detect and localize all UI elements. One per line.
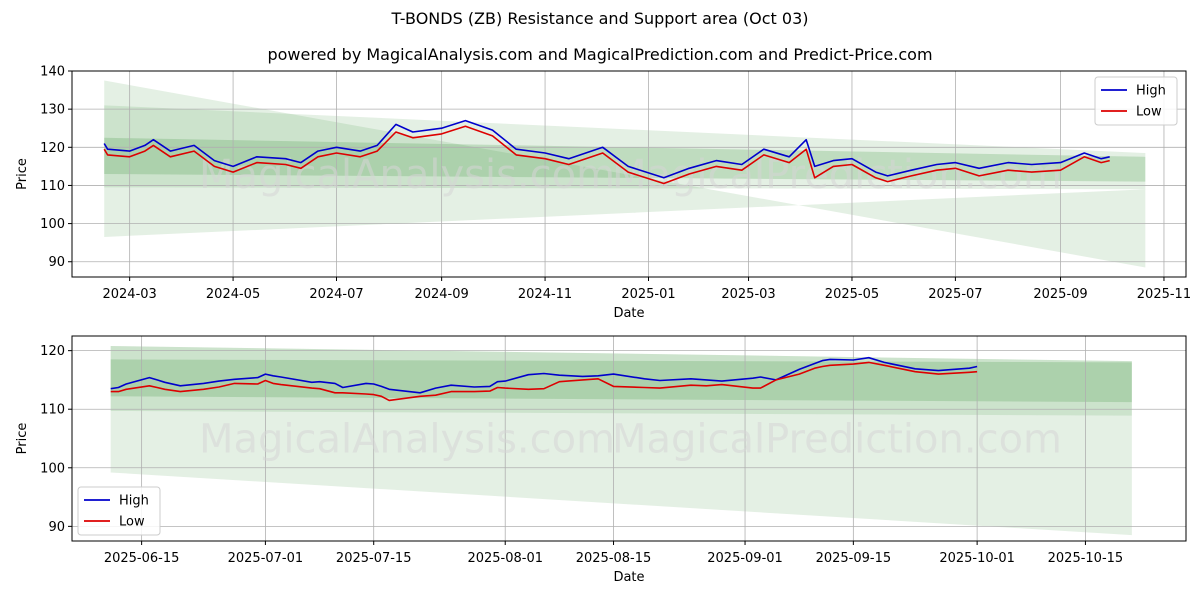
watermark-right: MagicalPrediction.com xyxy=(612,417,1062,463)
x-tick-label: 2024-09 xyxy=(414,287,468,302)
plot-frame xyxy=(71,70,1187,278)
x-tick-label: 2025-08-01 xyxy=(467,551,543,566)
y-tick-label: 110 xyxy=(40,403,65,418)
series-line-low xyxy=(110,361,978,402)
x-axis-label: Date xyxy=(613,570,644,585)
x-tick-label: 2024-03 xyxy=(102,287,156,302)
y-tick-label: 110 xyxy=(40,179,65,194)
y-tick-label: 100 xyxy=(40,217,65,232)
x-tick-label: 2024-05 xyxy=(206,287,260,302)
legend-label-high: High xyxy=(1136,84,1166,99)
chart-title: T-BONDS (ZB) Resistance and Support area… xyxy=(391,9,809,28)
watermark-left: MagicalAnalysis.com xyxy=(199,417,615,463)
x-tick-label: 2025-06-15 xyxy=(104,551,180,566)
y-tick-label: 120 xyxy=(40,141,65,156)
series-line-high xyxy=(103,119,1110,179)
chart-subtitle: powered by MagicalAnalysis.com and Magic… xyxy=(267,45,933,64)
watermark-left: MagicalAnalysis.com xyxy=(199,152,615,198)
chart-panel-2: 90 100 110 120 2025-06-15 2025-07-01 2025-07-1… xyxy=(15,335,1187,585)
legend-box xyxy=(1094,76,1178,126)
support-resistance-band xyxy=(104,137,1146,182)
x-axis-label: Date xyxy=(613,306,644,321)
x-tick-label: 2025-07-15 xyxy=(336,551,412,566)
x-tick-label: 2025-07 xyxy=(928,287,982,302)
x-tick-label: 2025-01 xyxy=(621,287,675,302)
y-tick-label: 140 xyxy=(40,65,65,80)
support-resistance-band xyxy=(110,359,1132,403)
series-line-high xyxy=(110,356,978,394)
x-tick-label: 2025-09 xyxy=(1033,287,1087,302)
x-tick-label: 2025-10-15 xyxy=(1048,551,1124,566)
y-tick-label: 130 xyxy=(40,103,65,118)
y-tick-label: 120 xyxy=(40,344,65,359)
watermark-right: MagicalPrediction.com xyxy=(612,152,1062,198)
legend: High Low xyxy=(1094,76,1178,126)
plot-frame xyxy=(71,335,1187,542)
series-line-low xyxy=(103,125,1110,185)
support-resistance-band xyxy=(104,80,1146,268)
legend-label-low: Low xyxy=(119,515,145,530)
y-axis-label: Price xyxy=(15,158,30,190)
y-tick-label: 90 xyxy=(48,520,65,535)
x-tick-label: 2025-09-15 xyxy=(816,551,892,566)
x-tick-label: 2025-08-15 xyxy=(576,551,652,566)
x-tick-label: 2025-07-01 xyxy=(228,551,304,566)
legend-label-high: High xyxy=(119,494,149,509)
x-tick-label: 2025-09-01 xyxy=(707,551,783,566)
y-axis-label: Price xyxy=(15,423,30,455)
x-tick-label: 2024-11 xyxy=(518,287,572,302)
x-tick-label: 2024-07 xyxy=(309,287,363,302)
y-tick-label: 100 xyxy=(40,461,65,476)
x-tick-label: 2025-10-01 xyxy=(939,551,1015,566)
legend-label-low: Low xyxy=(1136,105,1162,120)
x-tick-label: 2025-05 xyxy=(825,287,879,302)
y-tick-label: 90 xyxy=(48,255,65,270)
chart-panel-1: 90 100 110 120 130 140 2024-03 2024-05 2024-07 20… xyxy=(15,65,1191,322)
legend-box xyxy=(77,486,161,536)
x-tick-label: 2025-11 xyxy=(1137,287,1191,302)
x-tick-label: 2025-03 xyxy=(721,287,775,302)
legend: High Low xyxy=(77,486,161,536)
